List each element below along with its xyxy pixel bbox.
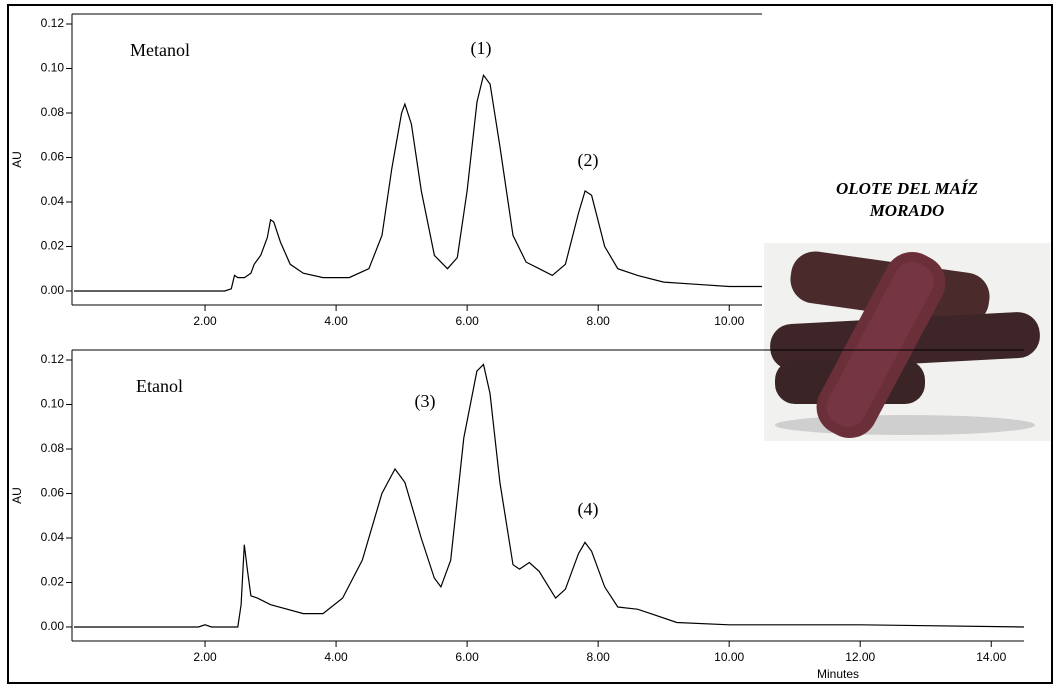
y-tick-label: 0.02 [41, 239, 65, 253]
x-tick-label: 14.00 [976, 650, 1006, 664]
x-tick-label: 10.00 [714, 314, 744, 328]
annotation: (4) [578, 499, 599, 520]
y-tick-label: 0.08 [41, 105, 65, 119]
y-tick-label: 0.04 [41, 194, 65, 208]
corn-photo [764, 243, 1050, 441]
x-tick-label: 10.00 [714, 650, 744, 664]
y-axis-label: AU [10, 151, 24, 168]
x-tick-label: 6.00 [455, 314, 479, 328]
y-tick-label: 0.12 [41, 16, 65, 30]
y-axis-label: AU [10, 487, 24, 504]
annotation: Etanol [136, 376, 183, 396]
y-tick-label: 0.06 [41, 150, 65, 164]
y-tick-label: 0.02 [41, 575, 65, 589]
x-tick-label: 6.00 [455, 650, 479, 664]
x-tick-label: 8.00 [586, 650, 610, 664]
y-tick-label: 0.10 [41, 61, 65, 75]
y-tick-label: 0.00 [41, 619, 65, 633]
y-tick-label: 0.08 [41, 441, 65, 455]
cob-highlight [826, 262, 934, 428]
photo-caption: OLOTE DEL MAÍZ [836, 179, 978, 198]
photo-caption: MORADO [869, 201, 945, 220]
x-tick-label: 4.00 [324, 314, 348, 328]
shadow [775, 415, 1035, 435]
x-tick-label: 2.00 [193, 650, 217, 664]
x-axis-label: Minutes [817, 667, 859, 681]
chromatogram [74, 363, 1025, 628]
annotation: (3) [415, 391, 436, 412]
y-tick-label: 0.12 [41, 352, 65, 366]
y-tick-label: 0.00 [41, 283, 65, 297]
y-tick-label: 0.04 [41, 530, 65, 544]
x-tick-label: 2.00 [193, 314, 217, 328]
x-tick-label: 4.00 [324, 650, 348, 664]
y-tick-label: 0.10 [41, 397, 65, 411]
x-tick-label: 12.00 [845, 650, 875, 664]
y-tick-label: 0.06 [41, 486, 65, 500]
annotation: Metanol [130, 40, 190, 60]
chromatogram [74, 73, 762, 292]
annotation: (1) [471, 38, 492, 59]
x-tick-label: 8.00 [587, 314, 611, 328]
annotation: (2) [578, 150, 599, 171]
